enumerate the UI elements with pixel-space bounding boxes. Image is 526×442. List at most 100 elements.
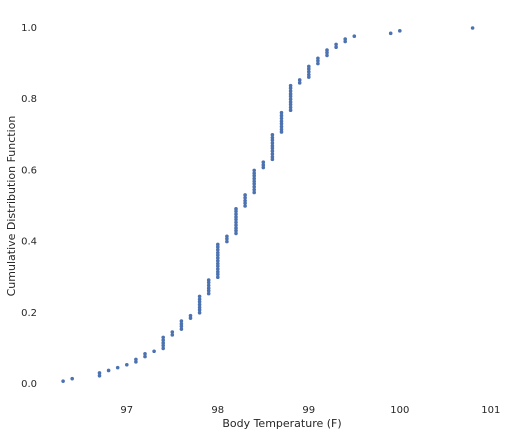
point [270,152,275,156]
point [343,37,348,41]
point [206,283,211,288]
point [161,338,165,343]
point [398,29,402,33]
point [234,226,238,230]
y-tick-label: 0.4 [21,237,37,248]
point [261,160,266,165]
point [216,272,220,277]
point [234,231,238,236]
point [206,291,211,296]
point [316,58,320,63]
point [288,89,293,93]
point [216,264,220,268]
point [70,376,74,381]
point [216,245,220,249]
point [216,270,220,274]
point [325,48,329,52]
point [170,330,175,334]
point [188,313,193,318]
point [197,308,202,312]
y-tick-label: 0.0 [21,379,37,390]
point [307,64,311,69]
point [288,92,293,96]
point [243,193,247,197]
point [270,138,275,142]
point [234,209,238,214]
point [334,42,338,47]
point [234,207,238,211]
point [279,130,284,134]
point [243,198,247,203]
point [270,135,275,140]
point [234,220,238,225]
point [325,53,329,58]
point [216,259,220,263]
point [161,341,165,345]
point [179,327,184,331]
point [197,305,202,310]
point [243,196,247,200]
point [270,133,275,137]
point [288,102,293,107]
point [134,360,138,364]
point [288,100,293,104]
point [170,333,175,337]
point [225,239,229,244]
point [179,319,184,323]
point [288,108,293,113]
point [270,146,275,151]
point [234,228,238,233]
point [206,280,211,285]
point [297,78,302,82]
point [261,163,266,167]
point [216,242,220,247]
y-tick-label: 1.0 [21,23,37,34]
point [97,374,102,378]
y-tick-label: 0.8 [21,94,37,105]
point [270,144,275,148]
point [470,26,475,30]
x-tick-label: 99 [302,405,315,416]
point [279,116,284,121]
point [216,261,220,266]
point [297,81,302,85]
point [225,236,229,241]
point [307,69,311,74]
point [206,286,211,291]
point [252,168,256,173]
point [279,110,284,115]
point [115,365,120,370]
point [279,119,284,124]
y-tick-label: 0.2 [21,308,37,319]
point [234,212,238,216]
x-tick-label: 101 [481,405,500,416]
point [252,171,256,176]
point [143,354,147,359]
point [225,234,229,239]
point [279,124,284,129]
point [288,86,293,90]
point [243,204,247,208]
point [307,75,311,79]
x-tick-label: 100 [390,405,409,416]
point [288,105,293,110]
point [252,173,256,178]
point [197,297,202,302]
point [243,201,247,205]
point [216,275,220,280]
point [134,357,138,362]
point [270,141,275,145]
point [316,61,320,66]
point [252,176,256,181]
point [316,56,320,61]
point [279,113,284,118]
point [216,253,220,257]
point [270,155,275,159]
point [334,45,338,50]
x-tick-label: 98 [211,405,224,416]
x-tick-label: 97 [120,405,133,416]
point [97,371,102,375]
point [106,368,111,373]
